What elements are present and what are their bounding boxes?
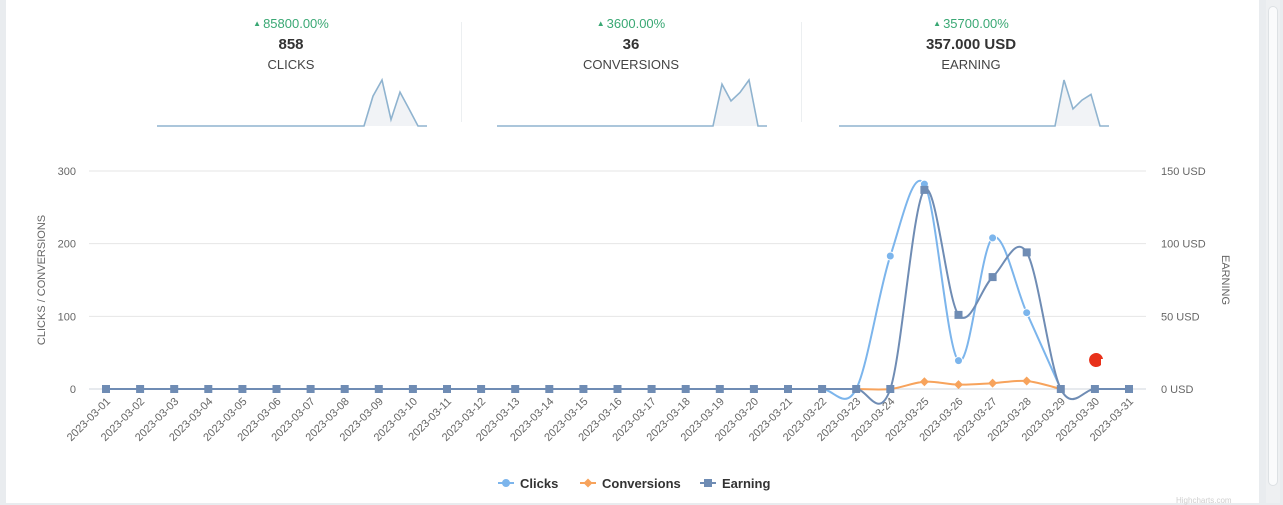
- earning-point[interactable]: [204, 385, 213, 393]
- legend-label: Earning: [722, 476, 770, 491]
- earning-point[interactable]: [340, 385, 349, 393]
- clicks-point[interactable]: [1022, 308, 1032, 318]
- legend-label: Conversions: [602, 476, 681, 491]
- sparkline-area: [497, 80, 767, 126]
- kpi-delta: ▲ 3600.00%: [596, 16, 666, 31]
- earning-point[interactable]: [374, 385, 383, 393]
- chart-credits-link[interactable]: Highcharts.com: [1176, 496, 1232, 505]
- earning-series-line[interactable]: [106, 188, 1129, 405]
- kpi-label: EARNING: [941, 57, 1001, 72]
- kpi-label: CLICKS: [267, 57, 315, 72]
- earning-point[interactable]: [306, 385, 315, 393]
- earning-point[interactable]: [272, 385, 281, 393]
- earning-point[interactable]: [818, 385, 827, 393]
- sparkline-area: [157, 80, 427, 126]
- scrollbar-thumb[interactable]: [1268, 6, 1278, 486]
- clicks-point[interactable]: [954, 356, 963, 366]
- sparkline-area: [839, 80, 1109, 126]
- conversions-point[interactable]: [919, 377, 929, 387]
- earning-point[interactable]: [715, 385, 724, 393]
- y-axis-title: CLICKS / CONVERSIONS: [36, 215, 48, 345]
- up-arrow-icon: ▲: [253, 19, 262, 28]
- earning-point[interactable]: [852, 385, 861, 393]
- up-arrow-icon: ▲: [933, 19, 942, 28]
- legend-symbol: [583, 478, 593, 488]
- kpi-delta: ▲ 35700.00%: [933, 16, 1009, 31]
- y-tick-label: 300: [58, 166, 76, 178]
- earning-point[interactable]: [784, 385, 792, 393]
- kpi-conversions: ▲ 3600.00% 36 CONVERSIONS: [461, 16, 801, 146]
- recording-indicator-dot: [1089, 353, 1103, 368]
- clicks-point[interactable]: [988, 233, 998, 243]
- earning-point[interactable]: [1056, 385, 1065, 393]
- earning-point[interactable]: [886, 385, 895, 393]
- earning-point[interactable]: [136, 385, 145, 393]
- y2-axis-title: EARNING: [1219, 255, 1231, 305]
- up-arrow-icon: ▲: [596, 19, 605, 28]
- legend-item-earning[interactable]: Earning: [700, 476, 770, 491]
- y2-tick-label: 100 USD: [1161, 239, 1206, 251]
- y2-tick-label: 50 USD: [1161, 311, 1200, 323]
- earning-point[interactable]: [1090, 385, 1099, 393]
- earning-point[interactable]: [170, 385, 179, 393]
- earning-point[interactable]: [579, 385, 588, 393]
- earning-point[interactable]: [613, 385, 622, 393]
- legend-item-clicks[interactable]: Clicks: [498, 476, 558, 491]
- y-tick-label: 100: [58, 311, 76, 323]
- conversions-point[interactable]: [988, 378, 998, 388]
- earning-sparkline: [839, 79, 1109, 127]
- page-scrollbar[interactable]: [1266, 0, 1280, 503]
- earning-point[interactable]: [238, 385, 247, 393]
- performance-line-chart: 0 100 200 300 0 USD 50 USD 100 USD 150 USD CLICK…: [36, 166, 1231, 491]
- earning-point[interactable]: [749, 385, 758, 393]
- earning-point[interactable]: [408, 385, 417, 393]
- legend-symbol: [704, 479, 712, 487]
- kpi-delta: ▲ 85800.00%: [253, 16, 329, 31]
- y2-tick-label: 0 USD: [1161, 384, 1193, 396]
- kpi-divider: [461, 22, 462, 122]
- earning-point[interactable]: [1125, 385, 1133, 393]
- kpi-label: CONVERSIONS: [582, 57, 680, 72]
- kpi-divider: [801, 22, 802, 122]
- legend-symbol: [502, 479, 510, 487]
- y2-tick-label: 150 USD: [1161, 166, 1206, 178]
- earning-point[interactable]: [443, 385, 451, 393]
- earning-point[interactable]: [988, 273, 997, 282]
- kpi-clicks: ▲ 85800.00% 858 CLICKS: [121, 16, 461, 146]
- clicks-point[interactable]: [885, 251, 895, 261]
- report-panel: ▲ 85800.00% 858 CLICKS ▲ 3600.00% 36 CONVE…: [6, 0, 1259, 505]
- y-tick-label: 200: [58, 239, 76, 251]
- kpi-earning: ▲ 35700.00% 357.000 USD EARNING: [801, 16, 1141, 146]
- earning-point[interactable]: [647, 385, 656, 393]
- kpi-value: 36: [622, 36, 640, 53]
- earning-point[interactable]: [954, 310, 963, 319]
- conversions-point[interactable]: [1022, 376, 1032, 386]
- clicks-sparkline: [157, 77, 427, 127]
- sparkline-line: [497, 78, 767, 127]
- conversions-point[interactable]: [954, 380, 963, 390]
- chart-legend: Clicks Conversions Earning: [498, 476, 770, 491]
- earning-point[interactable]: [477, 385, 486, 393]
- sparkline-line: [839, 79, 1109, 127]
- earning-point[interactable]: [920, 185, 929, 194]
- legend-item-conversions[interactable]: Conversions: [580, 476, 681, 491]
- kpi-value: 357.000 USD: [925, 36, 1017, 53]
- earning-point[interactable]: [102, 385, 110, 393]
- legend-label: Clicks: [520, 476, 558, 491]
- y-tick-label: 0: [70, 384, 76, 396]
- earning-point[interactable]: [1022, 248, 1031, 257]
- earning-point[interactable]: [545, 385, 554, 393]
- kpi-value: 858: [278, 36, 304, 53]
- earning-point[interactable]: [511, 385, 520, 393]
- earning-point[interactable]: [681, 385, 690, 393]
- conversions-sparkline: [497, 78, 767, 127]
- sparkline-line: [157, 77, 427, 127]
